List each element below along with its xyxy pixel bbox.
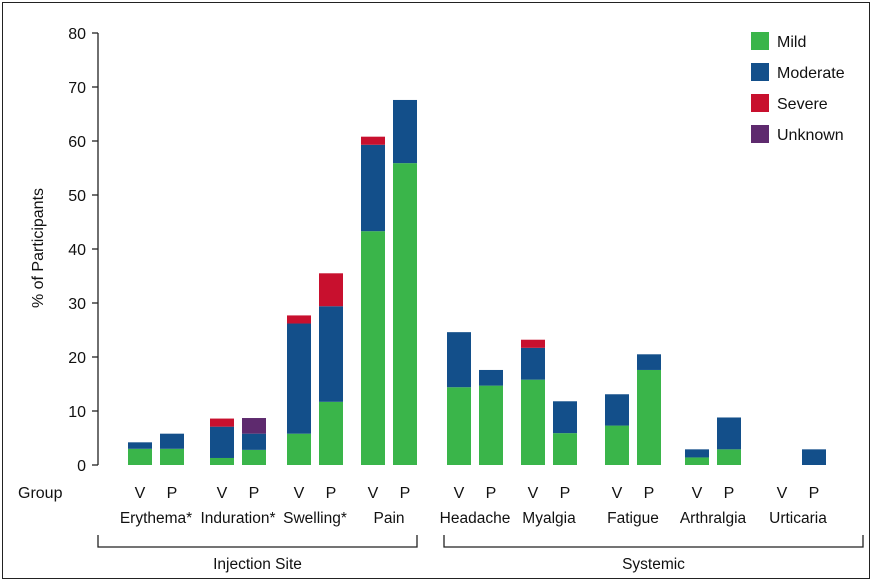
bar-segment-moderate <box>210 426 234 458</box>
legend-swatch-severe <box>751 94 769 112</box>
bar-group-label: V <box>368 485 379 502</box>
legend-label: Mild <box>777 34 806 51</box>
group-brackets: Injection Site Systemic <box>97 535 864 573</box>
y-tick-label: 60 <box>68 134 86 151</box>
bar-group-label: P <box>486 485 497 502</box>
bar-segment-moderate <box>717 417 741 450</box>
bars <box>128 99 826 465</box>
bar-segment-mild <box>447 387 471 465</box>
bar-segment-unknown <box>242 418 266 434</box>
bar-segment-mild <box>128 448 152 465</box>
group-bracket <box>443 535 864 548</box>
bar-segment-mild <box>361 231 385 465</box>
group-row-label: Group <box>18 485 63 502</box>
y-tick-label: 50 <box>68 188 86 205</box>
bar-segment-moderate <box>242 433 266 450</box>
bar-group-label: V <box>217 485 228 502</box>
bar-segment-mild <box>685 457 709 465</box>
category-label: Fatigue <box>607 510 659 527</box>
category-label: Arthralgia <box>680 510 747 527</box>
y-axis-label: % of Participants <box>30 188 47 308</box>
y-tick-label: 30 <box>68 296 86 313</box>
bar-segment-moderate <box>447 332 471 388</box>
bar-group-label: V <box>528 485 539 502</box>
bar-group-label: P <box>326 485 337 502</box>
bar-segment-mild <box>287 433 311 465</box>
legend-swatch-mild <box>751 32 769 50</box>
bar-group-label: P <box>644 485 655 502</box>
bar-segment-severe <box>521 339 545 348</box>
group-label: Injection Site <box>213 556 302 573</box>
legend-label: Unknown <box>777 127 844 144</box>
bar-segment-moderate <box>393 99 417 164</box>
legend-label: Moderate <box>777 65 845 82</box>
category-label: Induration* <box>201 510 276 527</box>
group-bracket <box>97 535 418 548</box>
bar-segment-moderate <box>521 347 545 380</box>
bar-group-label: V <box>294 485 305 502</box>
bar-group-label: V <box>777 485 788 502</box>
category-label: Headache <box>440 510 511 527</box>
bar-group-label: V <box>135 485 146 502</box>
bar-segment-mild <box>479 385 503 465</box>
bar-segment-mild <box>521 379 545 465</box>
group-label: Systemic <box>622 556 685 573</box>
bar-segment-moderate <box>361 144 385 232</box>
bar-segment-mild <box>553 433 577 465</box>
y-tick-label: 70 <box>68 80 86 97</box>
legend-swatch-moderate <box>751 63 769 81</box>
bar-group-label: V <box>612 485 623 502</box>
bar-segment-moderate <box>287 323 311 434</box>
bar-group-label: P <box>167 485 178 502</box>
bar-group-label: P <box>249 485 260 502</box>
bar-group-label: P <box>724 485 735 502</box>
category-label: Urticaria <box>769 510 827 527</box>
legend: Mild Moderate Severe Unknown <box>751 32 845 144</box>
bar-segment-severe <box>319 273 343 307</box>
bar-segment-moderate <box>128 442 152 449</box>
bar-segment-moderate <box>605 394 629 426</box>
bar-segment-mild <box>717 449 741 465</box>
legend-label: Severe <box>777 96 828 113</box>
bar-segment-severe <box>361 136 385 145</box>
bar-group-label: V <box>454 485 465 502</box>
category-labels: Erythema* Induration* Swelling* Pain Headach… <box>120 510 827 527</box>
category-label: Pain <box>373 510 404 527</box>
y-tick-label: 80 <box>68 26 86 43</box>
bar-group-label: P <box>400 485 411 502</box>
category-label: Myalgia <box>522 510 576 527</box>
bar-segment-mild <box>242 449 266 465</box>
bar-segment-mild <box>637 369 661 465</box>
y-tick-label: 20 <box>68 350 86 367</box>
bar-segment-mild <box>605 425 629 465</box>
bar-group-label: V <box>692 485 703 502</box>
bar-segment-mild <box>210 457 234 465</box>
legend-swatch-unknown <box>751 125 769 143</box>
bar-segment-severe <box>210 418 234 427</box>
y-tick-label: 10 <box>68 404 86 421</box>
bar-segment-moderate <box>553 401 577 434</box>
bar-segment-severe <box>287 315 311 324</box>
bar-segment-moderate <box>685 449 709 458</box>
y-tick-label: 0 <box>77 458 86 475</box>
bar-segment-moderate <box>479 369 503 386</box>
bar-segment-mild <box>319 401 343 465</box>
category-label: Erythema* <box>120 510 192 527</box>
bar-group-label: P <box>809 485 820 502</box>
y-axis: 0 10 20 30 40 50 60 70 80 <box>68 26 99 475</box>
bar-segment-moderate <box>637 354 661 370</box>
bar-segment-mild <box>393 163 417 465</box>
bar-segment-moderate <box>319 306 343 402</box>
category-label: Swelling* <box>283 510 347 527</box>
bar-segment-moderate <box>802 449 826 465</box>
y-tick-label: 40 <box>68 242 86 259</box>
bar-segment-mild <box>160 448 184 465</box>
bar-segment-moderate <box>160 433 184 449</box>
bar-group-label: P <box>560 485 571 502</box>
